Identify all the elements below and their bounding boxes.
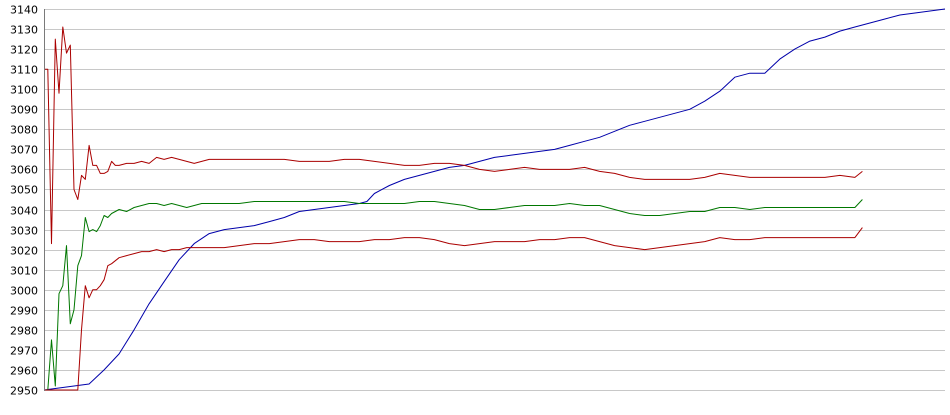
- series-lines: [43, 8, 946, 391]
- y-tick-label: 3000: [10, 285, 38, 298]
- y-tick-label: 3140: [10, 4, 38, 17]
- y-tick-label: 3010: [10, 265, 38, 278]
- y-tick-label: 2980: [10, 325, 38, 338]
- y-tick-label: 2990: [10, 305, 38, 318]
- y-axis-tick-labels: 2950 2960 2970 2980 2990 3000 3010 3020 3030 3040…: [10, 4, 38, 398]
- series-line-1: [43, 8, 946, 391]
- series-line-4: [44, 227, 863, 391]
- y-tick-label: 3110: [10, 64, 38, 77]
- y-tick-label: 3050: [10, 184, 38, 197]
- y-tick-label: 3020: [10, 245, 38, 258]
- y-tick-label: 3080: [10, 124, 38, 137]
- y-tick-label: 3120: [10, 44, 38, 57]
- y-tick-label: 2950: [10, 385, 38, 398]
- y-tick-label: 3070: [10, 144, 38, 157]
- gridlines: [44, 9, 945, 391]
- y-tick-label: 3030: [10, 225, 38, 238]
- series-line-2: [44, 26, 863, 245]
- y-tick-label: 2960: [10, 365, 38, 378]
- y-tick-label: 3040: [10, 205, 38, 218]
- y-tick-label: 3060: [10, 164, 38, 177]
- y-tick-label: 2970: [10, 345, 38, 358]
- series-line-3: [44, 199, 863, 391]
- y-tick-label: 3090: [10, 104, 38, 117]
- y-tick-label: 3100: [10, 84, 38, 97]
- y-tick-label: 3130: [10, 24, 38, 37]
